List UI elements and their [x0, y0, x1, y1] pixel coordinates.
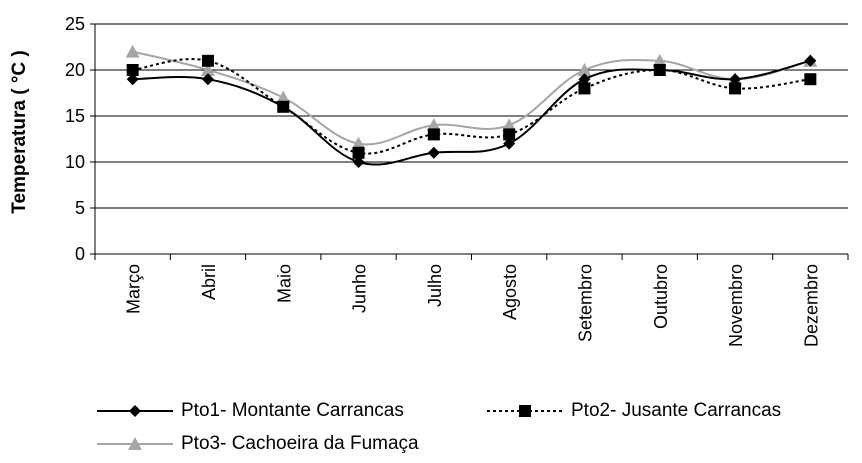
x-tick-label-0: Março — [124, 264, 144, 314]
series-2-point-5 — [503, 128, 516, 141]
series-2-point-6 — [578, 82, 591, 95]
legend-label-pto1: Pto1- Montante Carrancas — [181, 400, 404, 421]
legend-swatch-pto2 — [487, 405, 563, 417]
y-tick-label-1: 5 — [75, 198, 85, 218]
legend-item-pto2: Pto2- Jusante Carrancas — [485, 397, 781, 425]
legend-label-pto3: Pto3- Cachoeira da Fumaça — [181, 433, 419, 454]
series-1-point-3 — [352, 156, 365, 168]
series-3-point-5 — [502, 118, 517, 132]
x-tick-label-6: Setembro — [575, 264, 595, 342]
x-tick-label-9: Dezembro — [801, 264, 821, 347]
series-3-point-4 — [426, 118, 441, 132]
y-tick-label-4: 20 — [65, 60, 85, 80]
x-tick-label-5: Agosto — [500, 264, 520, 320]
legend-swatch-pto3 — [97, 437, 173, 450]
series-1-point-1 — [201, 73, 214, 86]
series-3-point-3 — [351, 136, 366, 150]
legend-item-pto3: Pto3- Cachoeira da Fumaça — [95, 430, 419, 458]
y-tick-label-2: 10 — [65, 152, 85, 172]
series-3-point-1 — [200, 63, 215, 76]
series-1-point-8 — [729, 73, 742, 86]
legend: Pto1- Montante Carrancas Pto2- Jusante C… — [95, 397, 855, 463]
series-line-1 — [132, 59, 811, 166]
series-3-point-7 — [652, 53, 667, 67]
y-axis-label: Temperatura ( °C ) — [9, 50, 30, 214]
x-tick-label-4: Julho — [425, 264, 445, 307]
series-1-point-2 — [277, 100, 290, 113]
legend-item-pto1: Pto1- Montante Carrancas — [95, 397, 404, 425]
series-line-2 — [132, 58, 811, 155]
x-tick-label-1: Abril — [199, 264, 219, 300]
series-2-point-1 — [201, 54, 214, 67]
series-2-point-4 — [427, 128, 440, 141]
y-tick-label-5: 25 — [65, 14, 85, 34]
series-1-point-4 — [427, 146, 440, 159]
y-tick-label-3: 15 — [65, 106, 85, 126]
series-1-point-6 — [578, 73, 591, 86]
legend-label-pto2: Pto2- Jusante Carrancas — [571, 400, 782, 421]
x-tick-label-8: Novembro — [726, 264, 746, 347]
series-1-point-7 — [653, 64, 666, 76]
series-3-point-6 — [577, 63, 592, 76]
series-2-point-8 — [729, 82, 742, 95]
legend-swatch-pto1 — [97, 405, 173, 417]
series-1-point-9 — [804, 54, 817, 67]
series-2-point-9 — [804, 73, 817, 86]
series-2-point-0 — [126, 64, 139, 76]
series-3-point-0 — [125, 44, 140, 58]
series-2-point-3 — [352, 146, 365, 159]
y-tick-label-0: 0 — [75, 244, 85, 264]
series-1-point-0 — [126, 73, 139, 86]
x-tick-label-2: Maio — [274, 264, 294, 303]
series-line-3 — [132, 50, 811, 146]
x-tick-label-7: Outubro — [651, 264, 671, 329]
x-tick-label-3: Junho — [350, 264, 370, 313]
series-3-point-2 — [276, 90, 291, 104]
series-1-point-5 — [503, 137, 516, 150]
